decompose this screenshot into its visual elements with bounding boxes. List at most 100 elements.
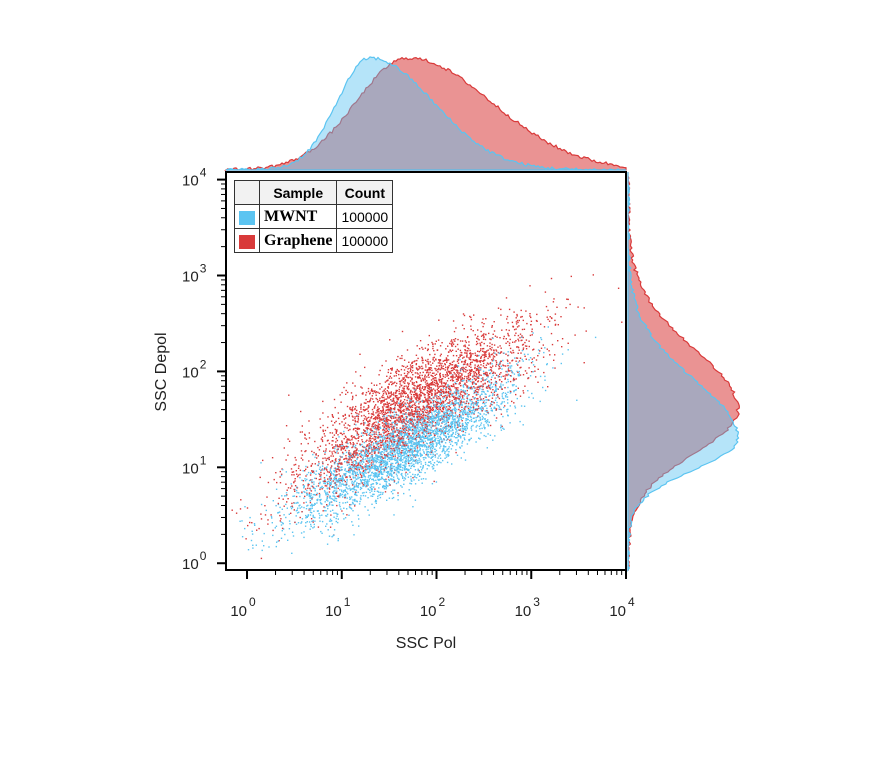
scatter-point	[418, 377, 420, 379]
scatter-point	[434, 343, 436, 345]
scatter-point	[360, 432, 363, 434]
scatter-point	[356, 434, 358, 436]
scatter-point	[479, 416, 481, 419]
scatter-point	[249, 521, 251, 524]
scatter-point	[367, 453, 370, 455]
scatter-point	[426, 407, 429, 409]
scatter-point	[368, 438, 371, 440]
scatter-point	[392, 436, 395, 438]
scatter-point	[456, 454, 459, 456]
scatter-point	[494, 377, 496, 379]
scatter-point	[319, 418, 321, 420]
scatter-point	[398, 450, 401, 452]
scatter-point	[433, 360, 435, 362]
scatter-point	[335, 488, 337, 490]
scatter-point	[306, 473, 308, 476]
scatter-point	[433, 464, 435, 467]
scatter-point	[489, 405, 491, 407]
scatter-point	[250, 539, 253, 542]
scatter-point	[403, 466, 406, 468]
scatter-point	[504, 375, 506, 377]
scatter-point	[448, 365, 450, 367]
scatter-point	[416, 408, 419, 411]
scatter-point	[356, 409, 358, 412]
scatter-point	[314, 516, 316, 519]
scatter-point	[490, 403, 492, 406]
scatter-point	[370, 438, 372, 440]
scatter-point	[406, 426, 409, 429]
scatter-point	[280, 521, 282, 523]
scatter-point	[430, 438, 433, 440]
scatter-point	[392, 496, 395, 499]
scatter-point	[314, 502, 316, 505]
scatter-point	[503, 352, 505, 354]
scatter-point	[422, 415, 424, 417]
scatter-point	[321, 503, 323, 505]
scatter-point	[542, 344, 544, 346]
scatter-point	[393, 468, 396, 470]
scatter-point	[414, 469, 417, 471]
scatter-point	[418, 396, 420, 398]
scatter-point	[464, 421, 467, 424]
scatter-point	[439, 419, 441, 422]
scatter-point	[427, 393, 429, 395]
scatter-point	[336, 504, 338, 507]
scatter-point	[360, 476, 363, 478]
scatter-point	[481, 399, 483, 401]
scatter-point	[387, 458, 389, 461]
scatter-point	[341, 441, 343, 444]
scatter-point	[460, 389, 462, 391]
scatter-point	[376, 398, 378, 401]
scatter-point	[391, 422, 394, 424]
scatter-point	[427, 395, 429, 397]
scatter-point	[413, 413, 415, 415]
scatter-point	[492, 371, 495, 373]
scatter-point	[412, 422, 414, 424]
scatter-point	[341, 446, 343, 448]
scatter-point	[576, 399, 578, 401]
scatter-point	[367, 482, 369, 484]
scatter-point	[491, 363, 493, 365]
x-histogram-graphene	[223, 56, 627, 171]
scatter-point	[511, 352, 513, 354]
scatter-point	[517, 387, 519, 389]
scatter-point	[384, 411, 387, 413]
scatter-point	[392, 455, 395, 458]
scatter-point	[550, 332, 553, 335]
scatter-point	[474, 403, 477, 405]
scatter-point	[378, 423, 381, 426]
scatter-point	[495, 417, 498, 419]
scatter-point	[469, 438, 471, 441]
scatter-point	[358, 525, 360, 527]
scatter-point	[377, 421, 379, 423]
scatter-point	[429, 421, 431, 424]
scatter-point	[380, 444, 383, 446]
scatter-point	[389, 420, 392, 422]
scatter-point	[469, 380, 472, 383]
scatter-point	[290, 483, 292, 485]
scatter-point	[311, 507, 313, 509]
scatter-point	[529, 334, 532, 337]
scatter-point	[415, 392, 417, 394]
scatter-point	[419, 367, 421, 369]
scatter-point	[448, 402, 451, 404]
scatter-point	[415, 432, 418, 434]
scatter-point	[414, 428, 416, 430]
scatter-point	[343, 386, 345, 389]
scatter-point	[374, 426, 377, 428]
scatter-point	[440, 364, 442, 367]
scatter-point	[483, 434, 485, 437]
scatter-point	[436, 384, 439, 387]
scatter-point	[358, 470, 360, 472]
scatter-point	[379, 410, 382, 412]
scatter-point	[482, 318, 484, 320]
scatter-point	[424, 369, 426, 371]
scatter-point	[393, 438, 396, 441]
scatter-point	[352, 465, 355, 467]
scatter-point	[428, 369, 431, 371]
scatter-point	[340, 456, 342, 458]
scatter-point	[360, 480, 363, 482]
scatter-point	[431, 429, 433, 431]
scatter-point	[328, 503, 331, 505]
scatter-point	[479, 412, 481, 415]
